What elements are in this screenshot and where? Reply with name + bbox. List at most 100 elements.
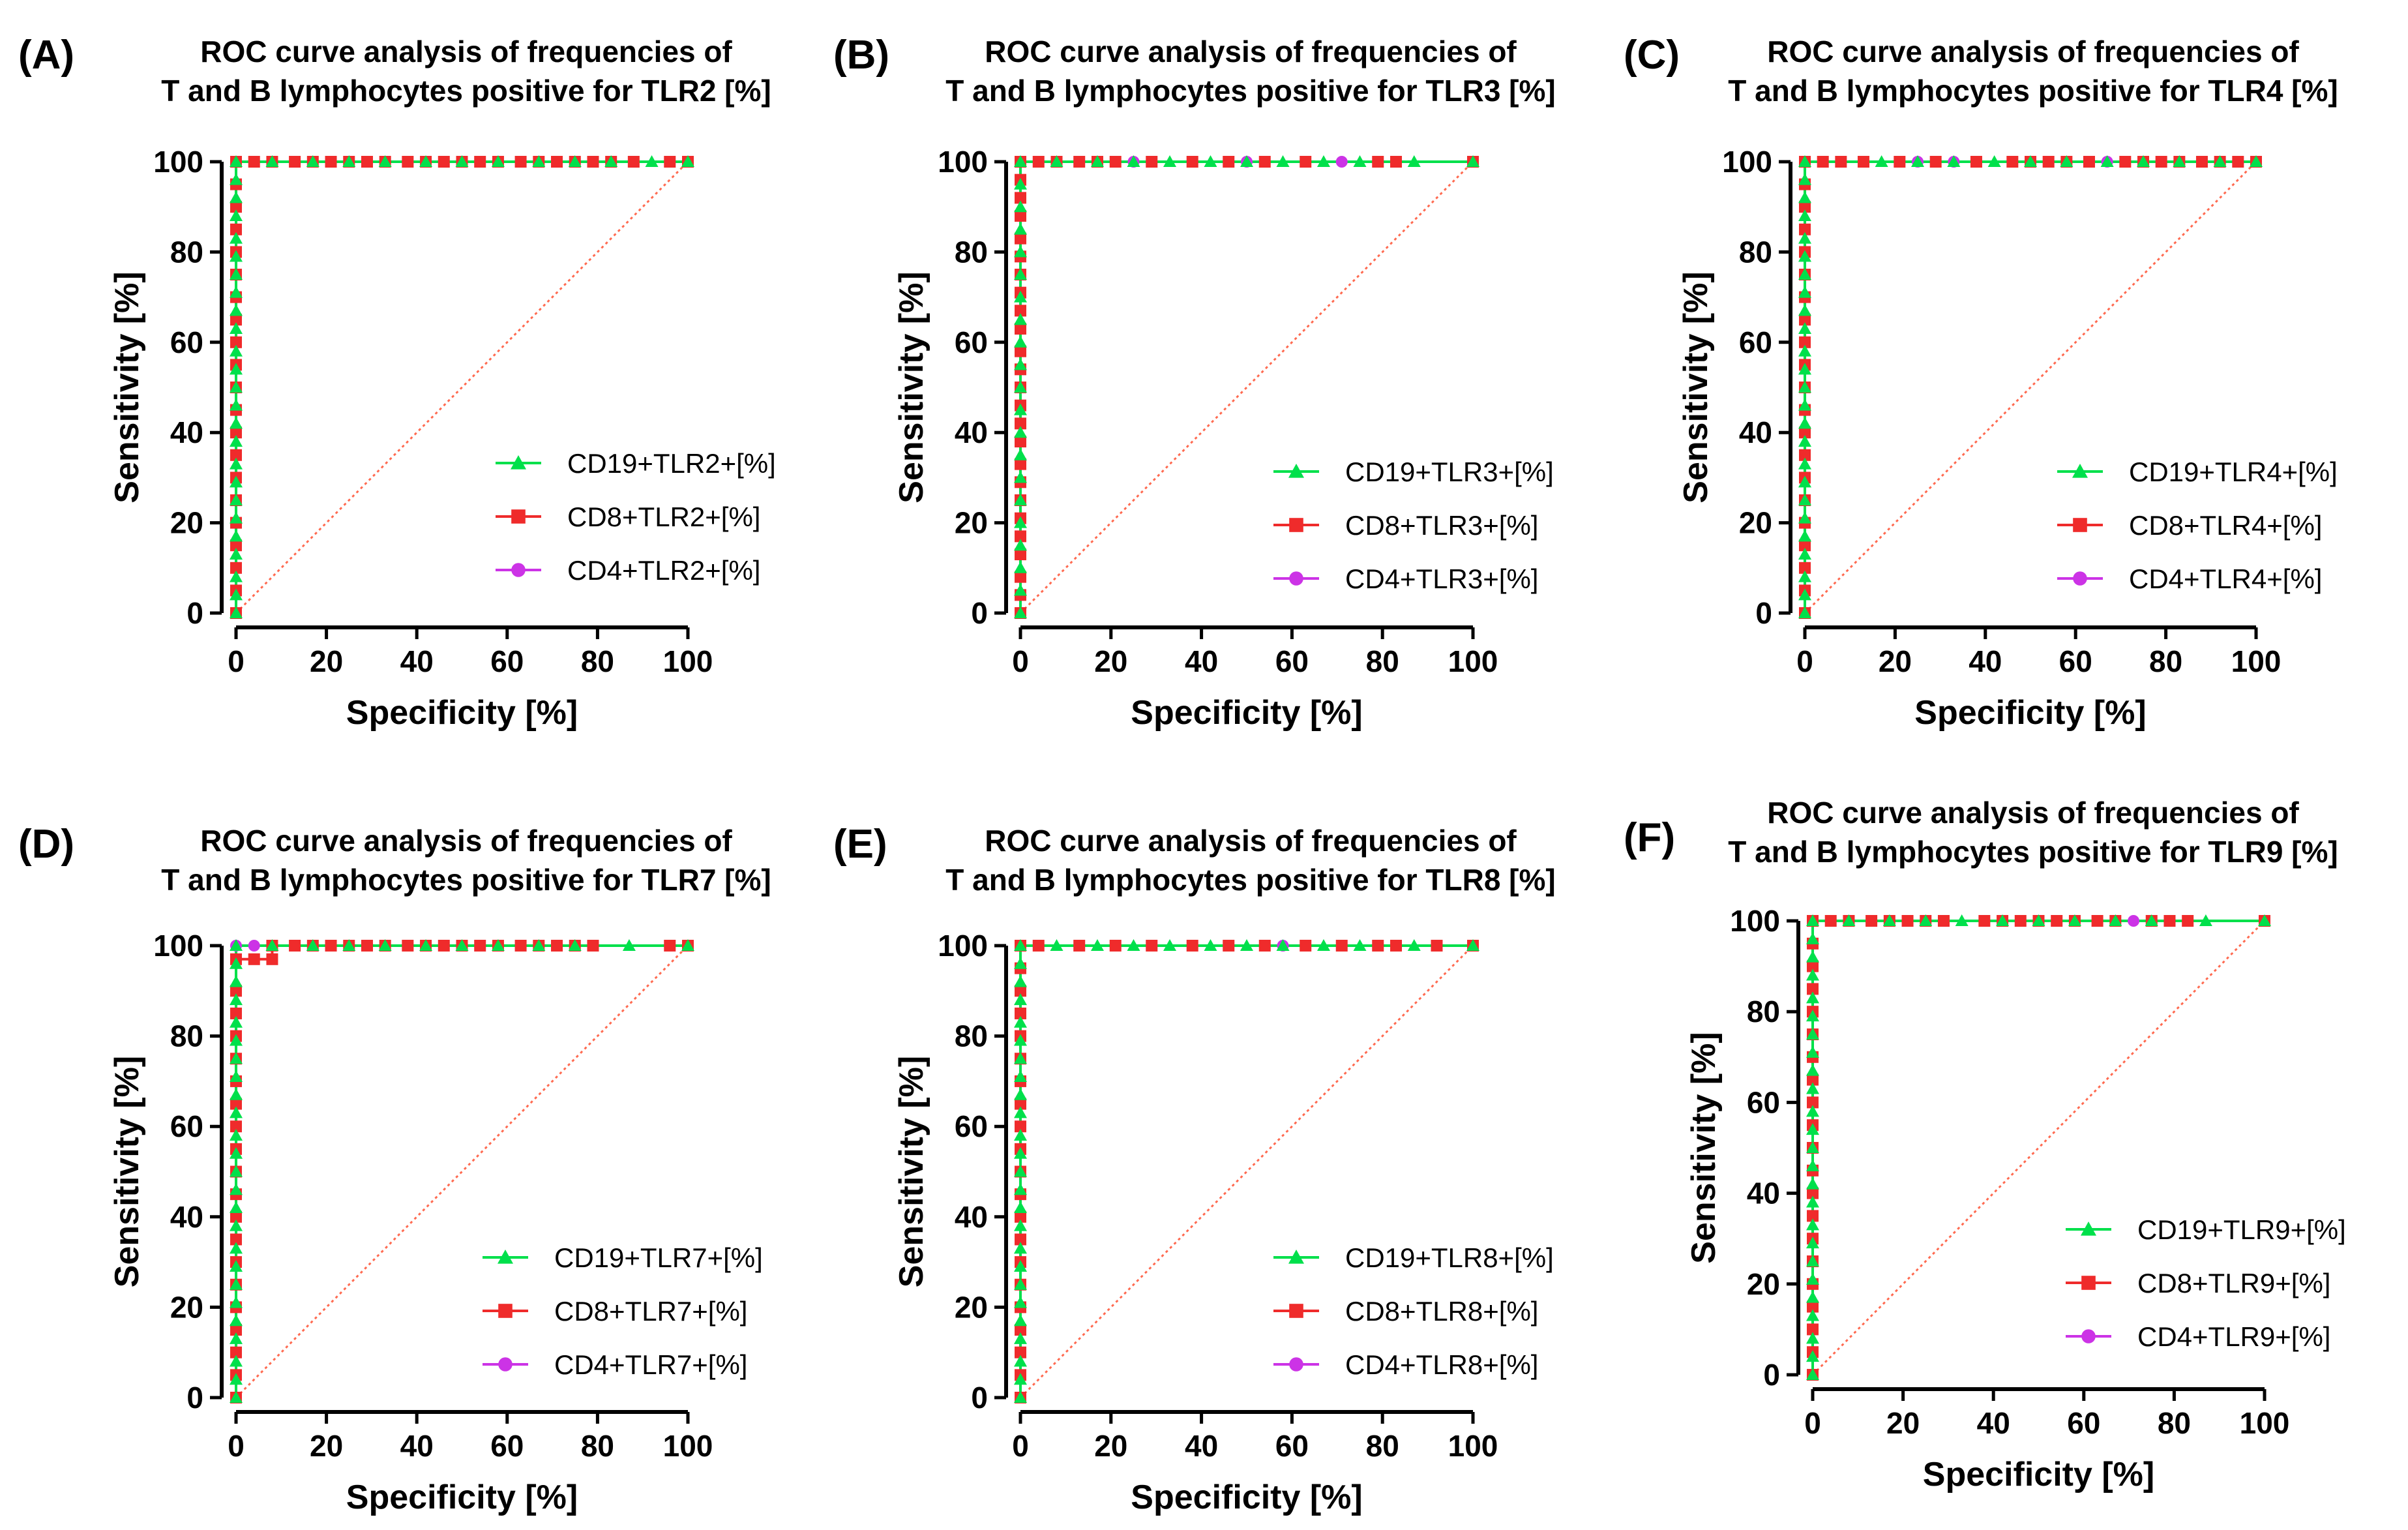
legend-entry-label: CD4+TLR3+[%] bbox=[1345, 563, 1538, 594]
reference-diagonal-line bbox=[235, 944, 689, 1399]
data-point-square bbox=[230, 201, 242, 213]
data-point-triangle bbox=[1014, 155, 1027, 167]
data-point-triangle bbox=[230, 1332, 243, 1344]
y-tick-label: 100 bbox=[153, 929, 203, 963]
x-tick-label: 100 bbox=[663, 644, 713, 678]
data-point-triangle bbox=[1798, 494, 1811, 505]
data-point-triangle bbox=[230, 398, 243, 411]
data-point-square bbox=[361, 940, 373, 952]
data-point-triangle bbox=[1163, 155, 1177, 167]
data-point-triangle bbox=[1806, 1141, 1819, 1153]
chart-title-line-1: ROC curve analysis of frequencies of bbox=[1767, 35, 2299, 68]
data-point-triangle bbox=[1806, 950, 1819, 963]
x-tick-label: 0 bbox=[1012, 1429, 1029, 1463]
data-point-triangle bbox=[1276, 939, 1290, 951]
data-point-triangle bbox=[230, 457, 243, 470]
data-point-square bbox=[230, 449, 242, 461]
chart-panel-c: (C) ROC curve analysis of frequencies of T… bbox=[1624, 33, 2338, 732]
data-point-square bbox=[1146, 156, 1158, 168]
legend-entry-label: CD8+TLR9+[%] bbox=[2137, 1268, 2330, 1298]
y-axis-label: Sensitivity [%] bbox=[108, 1056, 146, 1287]
x-axis-label: Specificity [%] bbox=[1914, 694, 2146, 732]
y-tick-label: 40 bbox=[955, 415, 988, 449]
y-tick-label: 20 bbox=[170, 1290, 203, 1324]
data-point-triangle bbox=[1014, 1088, 1027, 1100]
x-tick-label: 100 bbox=[663, 1429, 713, 1463]
x-tick-label: 0 bbox=[228, 644, 245, 678]
data-point-triangle bbox=[1798, 209, 1811, 222]
data-point-triangle bbox=[1316, 155, 1330, 167]
data-point-triangle bbox=[1806, 1159, 1819, 1171]
y-tick-label: 60 bbox=[170, 1109, 203, 1143]
x-tick-label: 100 bbox=[2231, 644, 2282, 678]
data-point-square bbox=[1824, 915, 1837, 927]
x-tick-label: 20 bbox=[1886, 1406, 1920, 1440]
data-point-square bbox=[1807, 1187, 1819, 1199]
data-point-square bbox=[1015, 436, 1026, 448]
data-point-triangle bbox=[1014, 448, 1027, 460]
x-tick-label: 100 bbox=[1448, 1429, 1498, 1463]
data-point-square bbox=[1929, 156, 1942, 168]
x-axis-label: Specificity [%] bbox=[1131, 1478, 1362, 1516]
data-point-triangle bbox=[1806, 1064, 1819, 1076]
data-point-triangle bbox=[1806, 1272, 1819, 1285]
data-point-triangle bbox=[1014, 539, 1027, 551]
data-point-triangle bbox=[230, 1088, 243, 1100]
data-point-triangle bbox=[1127, 155, 1140, 167]
data-point-square bbox=[1015, 417, 1026, 430]
data-point-triangle bbox=[230, 494, 243, 505]
data-point-triangle bbox=[230, 417, 243, 429]
data-point-square bbox=[1390, 156, 1403, 168]
data-point-triangle bbox=[1798, 286, 1811, 298]
legend-marker-triangle bbox=[1288, 464, 1304, 478]
x-tick-label: 20 bbox=[310, 1429, 343, 1463]
data-point-triangle bbox=[1806, 1028, 1819, 1040]
data-point-triangle bbox=[532, 939, 546, 951]
data-point-triangle bbox=[1014, 381, 1027, 393]
legend-entry-label: CD4+TLR7+[%] bbox=[554, 1349, 747, 1380]
y-axis-label: Sensitivity [%] bbox=[1685, 1032, 1723, 1263]
data-point-square bbox=[1390, 940, 1403, 952]
data-point-square bbox=[514, 156, 527, 168]
data-point-square bbox=[1015, 985, 1026, 997]
data-point-square bbox=[1015, 1346, 1026, 1358]
data-point-square bbox=[1015, 1210, 1026, 1223]
chart-title-line-2: T and B lymphocytes positive for TLR2 [%… bbox=[161, 74, 771, 108]
legend: CD19+TLR8+[%] CD8+TLR8+[%] CD4+TLR8+[%] bbox=[1273, 1242, 1554, 1380]
legend-entry-label: CD19+TLR3+[%] bbox=[1345, 457, 1554, 487]
data-point-triangle bbox=[1798, 304, 1811, 316]
data-point-triangle bbox=[2145, 914, 2158, 926]
x-axis-label: Specificity [%] bbox=[346, 1478, 578, 1516]
data-point-triangle bbox=[230, 1219, 243, 1231]
data-point-square bbox=[587, 940, 599, 952]
y-tick-label: 100 bbox=[938, 145, 988, 179]
data-point-square bbox=[402, 940, 414, 952]
data-point-square bbox=[1799, 539, 1811, 552]
data-point-square bbox=[474, 156, 486, 168]
data-point-triangle bbox=[1875, 155, 1888, 167]
data-point-triangle bbox=[1014, 335, 1027, 348]
data-point-square bbox=[289, 156, 301, 168]
x-tick-label: 80 bbox=[2149, 644, 2182, 678]
data-point-triangle bbox=[1014, 1242, 1027, 1254]
x-tick-label: 40 bbox=[1185, 1429, 1218, 1463]
data-point-triangle bbox=[230, 344, 243, 357]
data-point-triangle bbox=[1014, 1260, 1027, 1272]
data-point-triangle bbox=[1798, 588, 1811, 601]
x-tick-label: 60 bbox=[490, 644, 524, 678]
data-point-triangle bbox=[1014, 1332, 1027, 1344]
chart-panel-f: (F) ROC curve analysis of frequencies of T… bbox=[1624, 796, 2346, 1493]
chart-panel-e: (E) ROC curve analysis of frequencies of T… bbox=[833, 822, 1556, 1516]
y-axis-label: Sensitivity [%] bbox=[1677, 271, 1715, 503]
x-tick-label: 80 bbox=[1366, 644, 1399, 678]
legend-marker-triangle bbox=[1288, 1250, 1304, 1264]
data-point-triangle bbox=[1090, 939, 1104, 951]
data-point-triangle bbox=[1798, 381, 1811, 393]
y-tick-label: 80 bbox=[1739, 235, 1772, 269]
data-point-triangle bbox=[1014, 245, 1027, 258]
data-point-square bbox=[2042, 156, 2055, 168]
legend-entry-label: CD4+TLR2+[%] bbox=[567, 555, 760, 586]
x-tick-label: 60 bbox=[2059, 644, 2092, 678]
data-point-triangle bbox=[1947, 155, 1961, 167]
x-tick-label: 100 bbox=[1448, 644, 1498, 678]
